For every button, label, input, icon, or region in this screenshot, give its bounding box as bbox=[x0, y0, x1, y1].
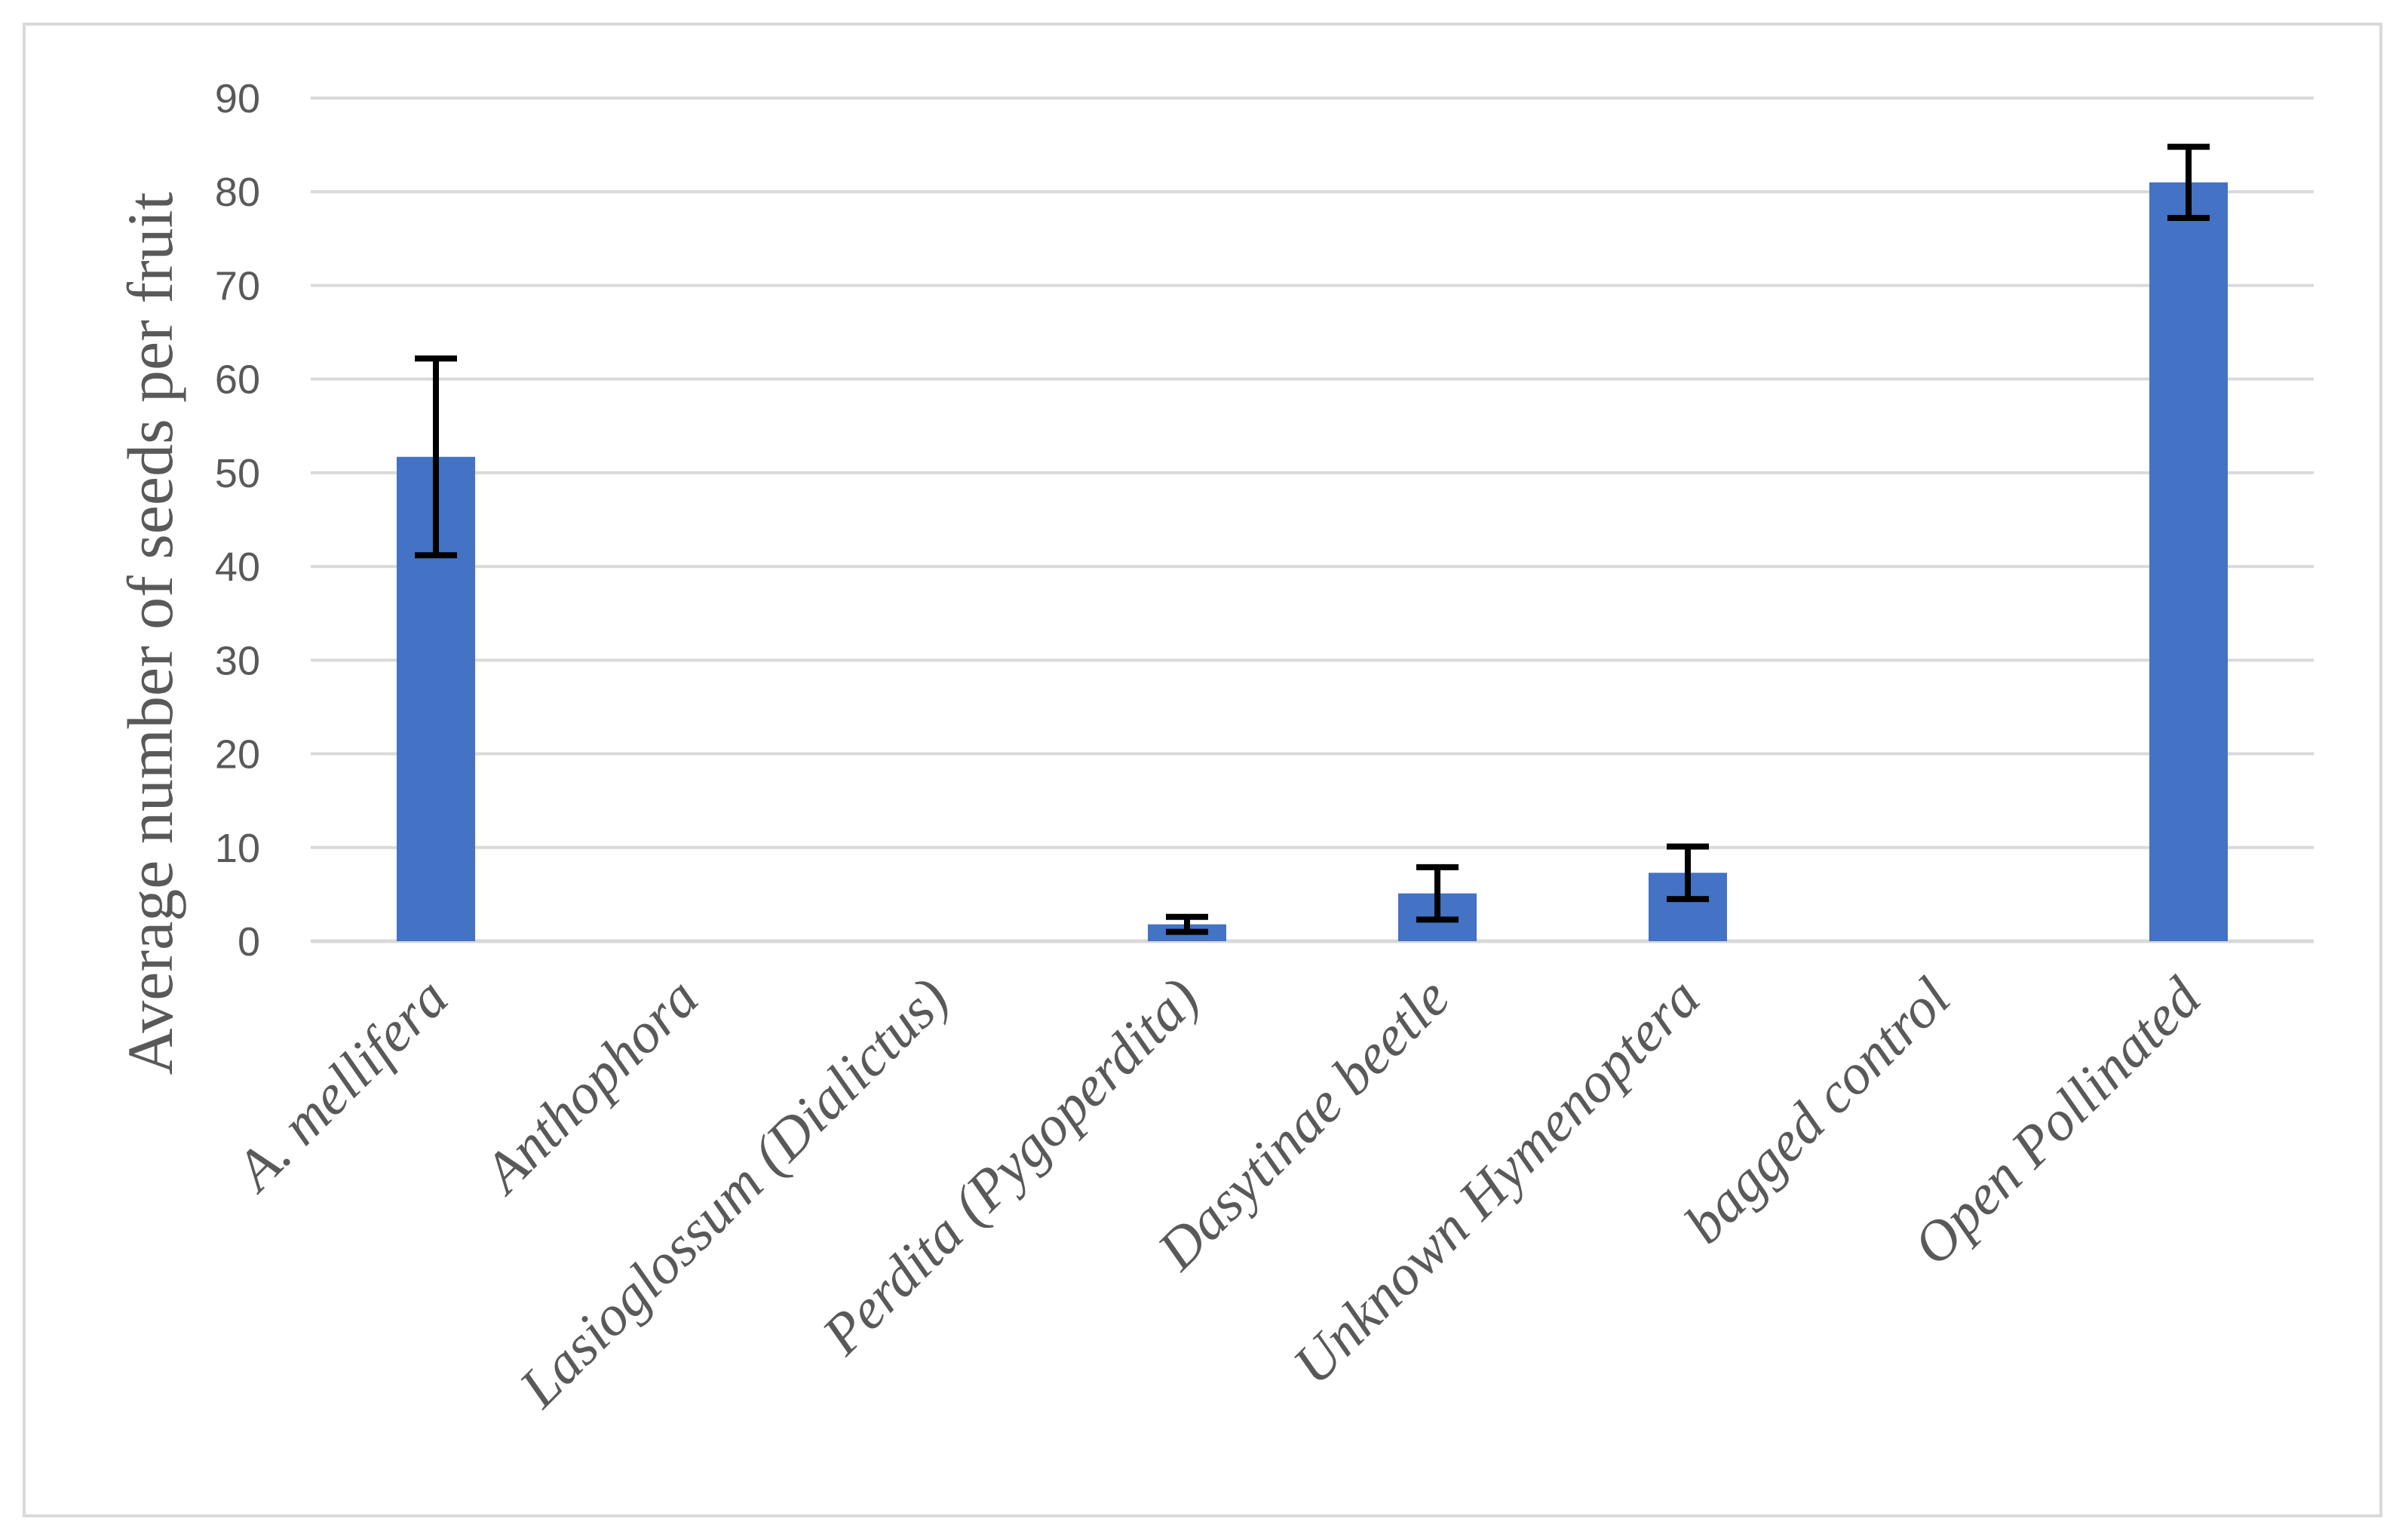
error-bar bbox=[415, 355, 457, 559]
y-tick-label: 40 bbox=[215, 545, 260, 590]
y-axis-ticks: 0 10 20 30 40 50 60 70 80 90 bbox=[215, 76, 260, 965]
bar bbox=[2149, 182, 2228, 942]
x-category-label: bagged control bbox=[1673, 966, 1962, 1256]
y-tick-label: 90 bbox=[215, 76, 260, 121]
x-category-label: Unknown Hymenoptera bbox=[1281, 966, 1712, 1397]
x-category-label: Anthophora bbox=[469, 966, 710, 1207]
y-tick-label: 30 bbox=[215, 638, 260, 683]
y-tick-label: 20 bbox=[215, 732, 260, 778]
y-tick-label: 60 bbox=[215, 357, 260, 403]
error-bar bbox=[2167, 143, 2210, 222]
error-bar bbox=[1166, 913, 1208, 935]
y-tick-label: 0 bbox=[238, 919, 260, 965]
y-axis-label: Average number of seeds per fruit bbox=[114, 192, 186, 1075]
gridlines bbox=[311, 97, 2314, 943]
error-bar bbox=[1416, 864, 1459, 923]
y-tick-label: 50 bbox=[215, 451, 260, 496]
y-tick-label: 10 bbox=[215, 826, 260, 871]
x-category-label: A. mellifera bbox=[221, 966, 460, 1205]
bars bbox=[397, 182, 2228, 942]
y-tick-label: 70 bbox=[215, 263, 260, 308]
error-bar bbox=[1667, 843, 1709, 903]
error-bars bbox=[415, 143, 2210, 935]
y-tick-label: 80 bbox=[215, 170, 260, 215]
x-category-label: Lasioglossum (Dialictus) bbox=[507, 966, 961, 1420]
